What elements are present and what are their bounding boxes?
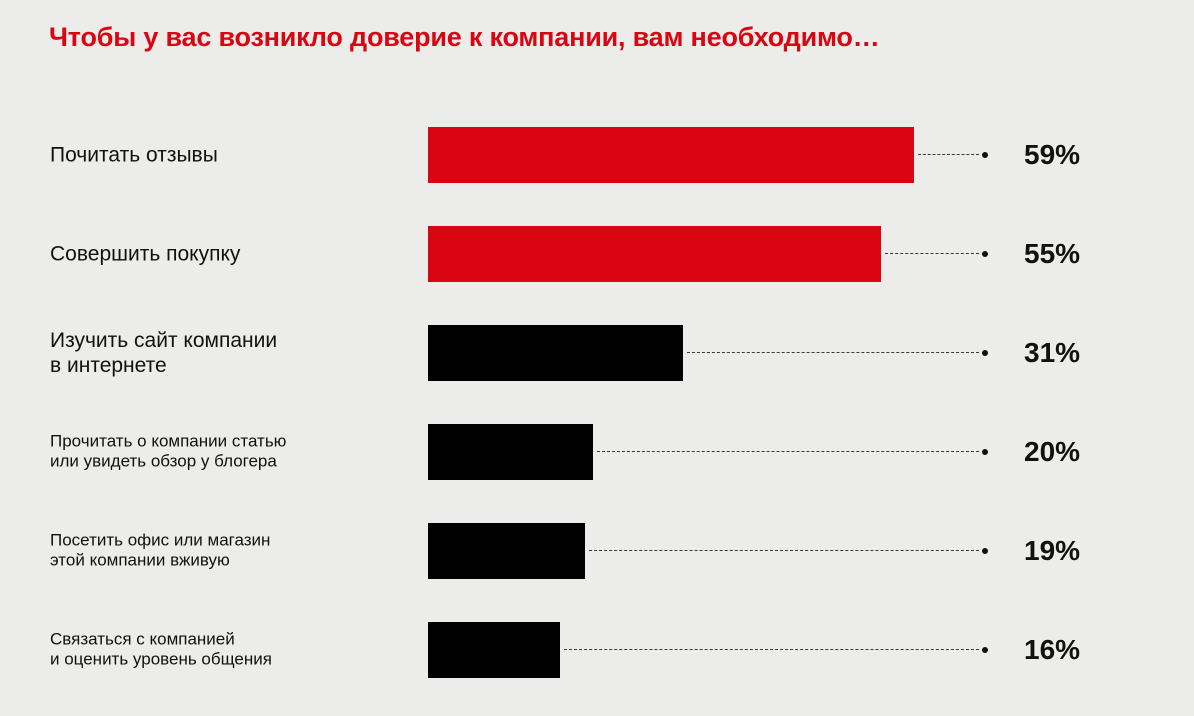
value-label: 55%: [1024, 238, 1081, 269]
bar: [428, 325, 684, 381]
leader-dot: [982, 449, 988, 455]
leader-line: [563, 649, 979, 650]
category-label: Посетить офис или магазин этой компании …: [50, 530, 271, 570]
value-label: 31%: [1024, 337, 1081, 368]
category-label: Почитать отзывы: [50, 143, 218, 167]
bar: [428, 622, 560, 678]
value-label: 16%: [1024, 634, 1081, 665]
bar: [428, 127, 915, 183]
leader-dot: [982, 152, 988, 158]
leader-dot: [982, 251, 988, 257]
leader-line: [687, 352, 979, 353]
value-label: 59%: [1024, 139, 1081, 170]
category-label: Прочитать о компании статью или увидеть …: [50, 431, 287, 471]
category-label: Изучить сайт компании в интернете: [50, 328, 278, 377]
leader-line: [885, 253, 979, 254]
leader-dot: [982, 548, 988, 554]
bar: [428, 226, 882, 282]
leader-dot: [982, 350, 988, 356]
bar: [428, 424, 593, 480]
leader-line: [588, 550, 979, 551]
leader-line: [596, 451, 979, 452]
leader-line: [918, 154, 979, 155]
value-label: 20%: [1024, 436, 1081, 467]
leader-dot: [982, 647, 988, 653]
category-label: Совершить покупку: [50, 242, 241, 266]
value-label: 19%: [1024, 535, 1081, 566]
bar: [428, 523, 585, 579]
chart-title: Чтобы у вас возникло доверие к компании,…: [49, 22, 880, 52]
category-label: Связаться с компанией и оценить уровень …: [50, 629, 272, 669]
